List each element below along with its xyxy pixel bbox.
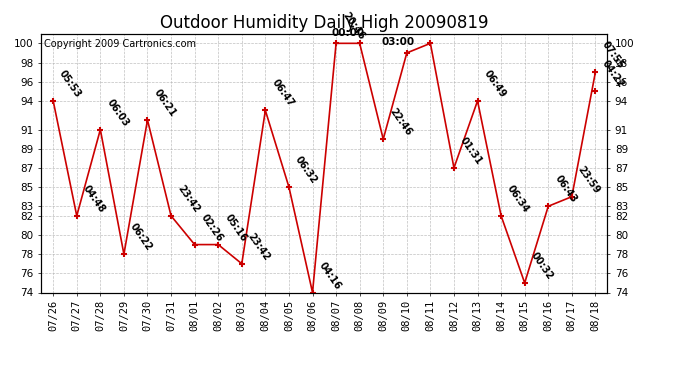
Text: 06:22: 06:22 bbox=[128, 222, 154, 253]
Text: 04:22: 04:22 bbox=[600, 59, 626, 90]
Text: 06:49: 06:49 bbox=[482, 68, 508, 99]
Text: 22:46: 22:46 bbox=[387, 106, 413, 138]
Text: 23:42: 23:42 bbox=[246, 231, 272, 262]
Text: 03:00: 03:00 bbox=[382, 38, 415, 47]
Text: 07:55: 07:55 bbox=[600, 40, 626, 71]
Text: 23:42: 23:42 bbox=[175, 183, 201, 214]
Text: 06:03: 06:03 bbox=[104, 97, 130, 128]
Title: Outdoor Humidity Daily High 20090819: Outdoor Humidity Daily High 20090819 bbox=[160, 14, 489, 32]
Text: 01:31: 01:31 bbox=[458, 135, 484, 166]
Text: 06:32: 06:32 bbox=[293, 154, 319, 186]
Text: 20:46: 20:46 bbox=[340, 11, 366, 42]
Text: 02:26: 02:26 bbox=[199, 212, 225, 243]
Text: 05:53: 05:53 bbox=[57, 68, 83, 99]
Text: 06:21: 06:21 bbox=[152, 87, 177, 118]
Text: 04:48: 04:48 bbox=[81, 183, 107, 214]
Text: 06:34: 06:34 bbox=[505, 183, 531, 214]
Text: 04:16: 04:16 bbox=[317, 260, 343, 291]
Text: 23:59: 23:59 bbox=[576, 164, 602, 195]
Text: 06:47: 06:47 bbox=[270, 78, 295, 109]
Text: 00:32: 00:32 bbox=[529, 251, 555, 282]
Text: 00:00: 00:00 bbox=[332, 28, 365, 38]
Text: Copyright 2009 Cartronics.com: Copyright 2009 Cartronics.com bbox=[44, 39, 196, 49]
Text: 05:16: 05:16 bbox=[222, 212, 248, 243]
Text: 06:43: 06:43 bbox=[553, 174, 578, 205]
